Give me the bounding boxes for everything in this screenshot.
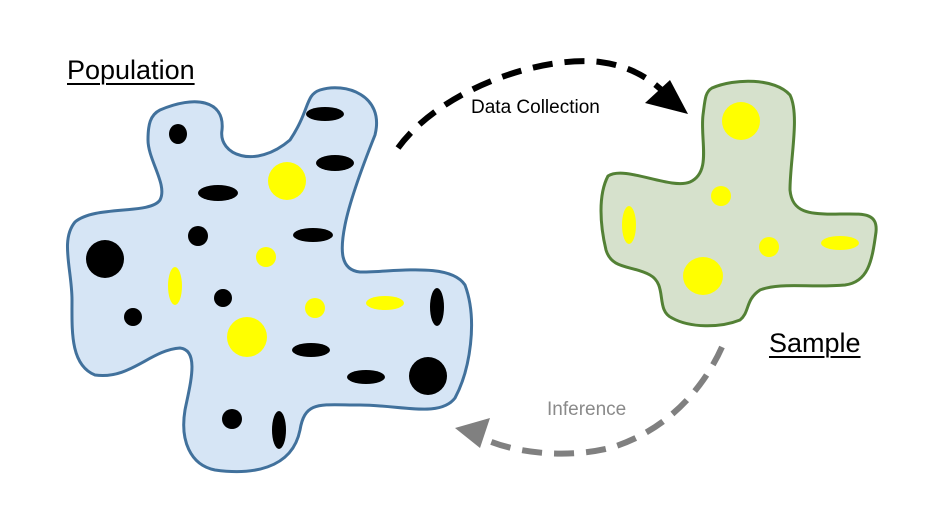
- inference-arrow-head: [455, 418, 490, 448]
- black-dot: [169, 124, 187, 144]
- data-collection-arrow-line: [395, 58, 671, 150]
- black-oval: [272, 411, 286, 449]
- sample-yellow-items: [622, 102, 859, 295]
- black-oval: [316, 155, 354, 171]
- inference-arrow: [455, 345, 725, 457]
- yellow-dot: [305, 298, 325, 318]
- sample-blob: [599, 79, 878, 328]
- black-oval: [293, 228, 333, 242]
- population-black-items: [86, 107, 447, 449]
- yellow-oval: [821, 236, 859, 250]
- data-collection-arrow: [395, 58, 688, 150]
- black-oval: [306, 107, 344, 121]
- black-oval: [430, 288, 444, 326]
- inference-arrow-line: [476, 345, 725, 457]
- yellow-dot: [227, 317, 267, 357]
- yellow-oval: [366, 296, 404, 310]
- black-dot: [188, 226, 208, 246]
- black-dot: [222, 409, 242, 429]
- black-dot: [124, 308, 142, 326]
- black-dot: [214, 289, 232, 307]
- data-collection-label: Data Collection: [471, 97, 600, 118]
- yellow-dot: [268, 162, 306, 200]
- data-collection-arrow-head: [645, 80, 688, 114]
- yellow-dot: [256, 247, 276, 267]
- yellow-dot: [711, 186, 731, 206]
- population-label: Population: [67, 55, 195, 85]
- yellow-dot: [722, 102, 760, 140]
- yellow-dot: [759, 237, 779, 257]
- population-blob: [65, 86, 474, 474]
- inference-label: Inference: [547, 399, 627, 420]
- yellow-dot: [683, 257, 723, 295]
- yellow-oval: [622, 206, 636, 244]
- black-dot: [409, 357, 447, 395]
- black-oval: [292, 343, 330, 357]
- black-oval: [347, 370, 385, 384]
- black-oval: [198, 185, 238, 201]
- sample-label: Sample: [769, 328, 861, 358]
- yellow-oval: [168, 267, 182, 305]
- population-yellow-items: [168, 162, 404, 357]
- black-dot: [86, 240, 124, 278]
